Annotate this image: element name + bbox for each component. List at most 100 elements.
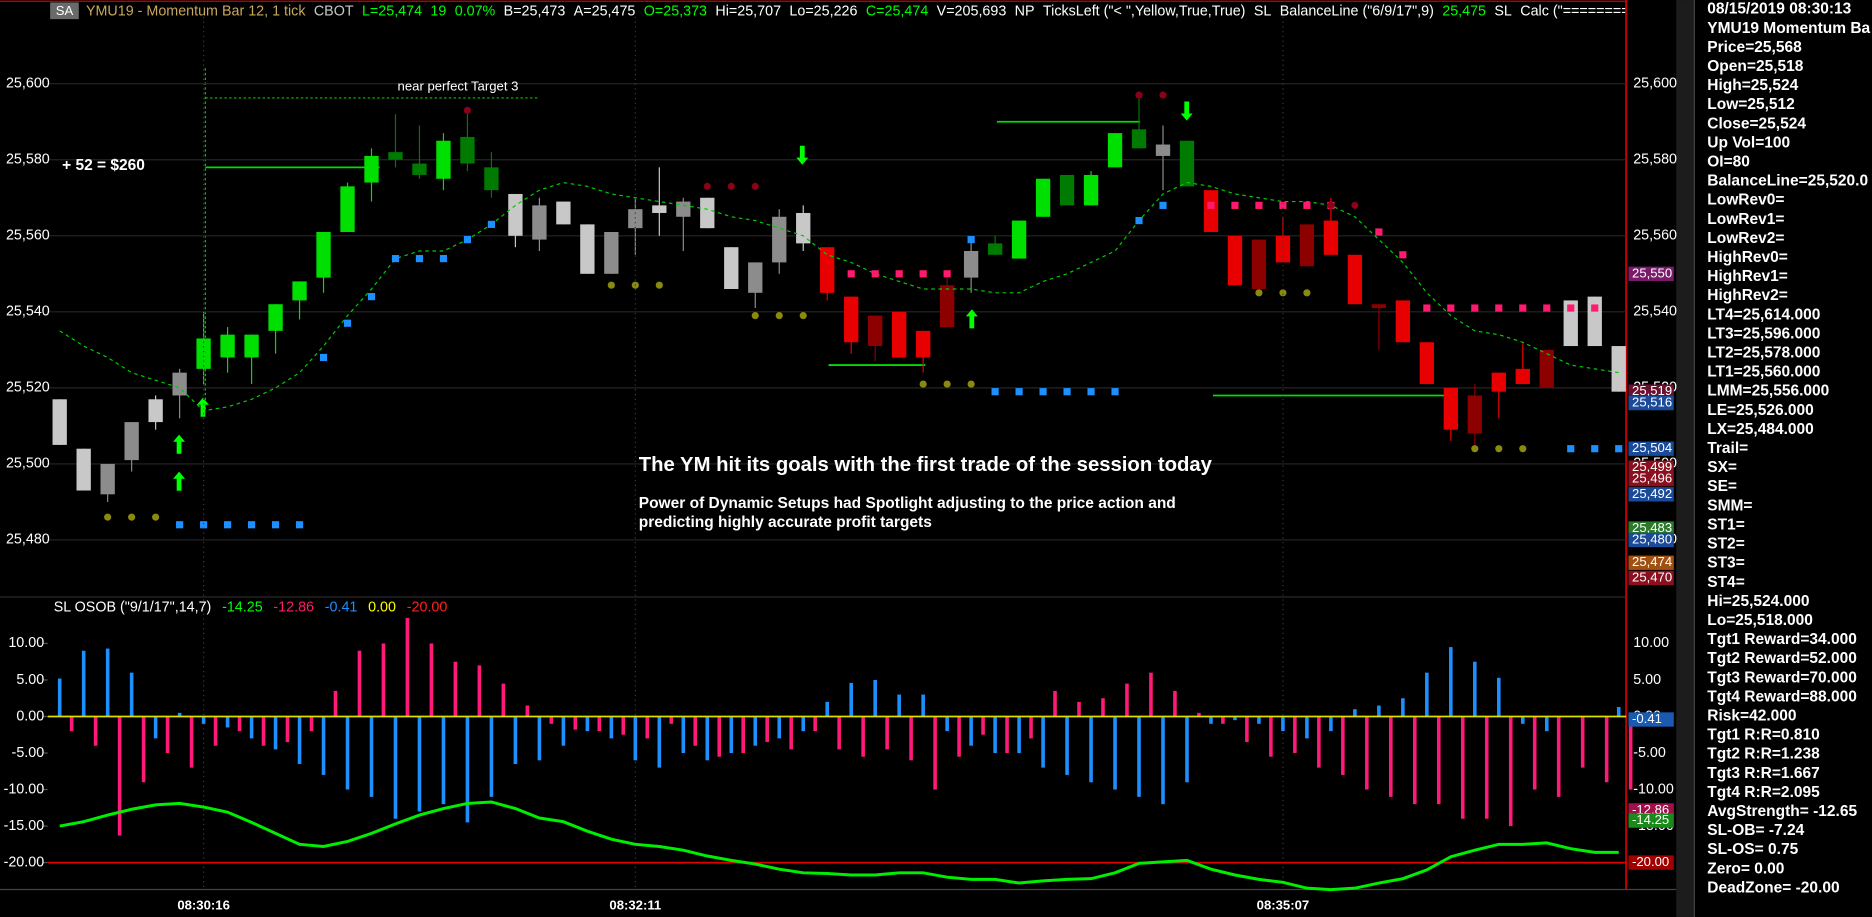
- osc-bar: [129, 672, 134, 717]
- annotation: + 52 = $260: [62, 157, 145, 174]
- header-field: NP: [1015, 3, 1035, 19]
- y-tick-label: 10.00: [8, 635, 44, 651]
- info-line: OI=80: [1707, 154, 1750, 171]
- price-flag-label: 25,483: [1632, 520, 1672, 535]
- info-line: SL-OB= -7.24: [1707, 822, 1804, 839]
- stop-marker: [176, 521, 184, 529]
- osc-bar: [969, 716, 973, 746]
- level-dot: [607, 281, 615, 289]
- level-dot: [1519, 445, 1527, 453]
- price-flag: [1628, 441, 1674, 456]
- osc-bar: [489, 716, 494, 797]
- info-line: Tgt3 Reward=70.000: [1707, 669, 1857, 686]
- osc-bar: [213, 716, 218, 746]
- osc-bar: [1353, 709, 1357, 717]
- osc-bar: [1245, 716, 1249, 743]
- osc-bar: [69, 716, 74, 732]
- candle-body: [892, 311, 907, 358]
- osc-bar: [441, 716, 446, 805]
- osc-bar: [1616, 707, 1621, 717]
- level-dot: [967, 380, 975, 388]
- stop-marker: [295, 521, 304, 529]
- osc-bar: [633, 716, 638, 761]
- stop-marker: [847, 270, 855, 278]
- badge: SA: [56, 3, 74, 18]
- stop-marker: [439, 255, 448, 263]
- osc-bar: [1413, 716, 1417, 805]
- stop-marker: [391, 255, 400, 263]
- annotation: Power of Dynamic Setups had Spotlight ad…: [639, 495, 1176, 512]
- candle-body: [556, 201, 571, 225]
- stop-marker: [415, 255, 424, 263]
- candle-body: [939, 285, 955, 328]
- y-tick-label: 25,560: [1633, 228, 1677, 244]
- info-line: SX=: [1707, 459, 1737, 476]
- price-flag: [1628, 395, 1674, 411]
- level-dot: [919, 380, 927, 388]
- osc-bar: [1269, 716, 1273, 757]
- osc-bar: [573, 716, 578, 730]
- x-tick-label: 08:30:16: [177, 898, 230, 913]
- osc-bar: [1508, 716, 1513, 827]
- candle-body: [364, 155, 379, 183]
- osc-bar: [561, 716, 566, 746]
- osc-bar: [873, 679, 877, 717]
- candle-body: [100, 463, 115, 495]
- annotation: The YM hit its goals with the first trad…: [639, 454, 1213, 476]
- stop-marker: [367, 293, 376, 301]
- candle-body: [868, 315, 883, 347]
- osc-bar: [1329, 716, 1333, 732]
- stop-marker: [1543, 304, 1551, 312]
- osc-bar: [81, 650, 86, 717]
- info-line: SE=: [1707, 478, 1737, 495]
- stop-marker: [343, 319, 352, 327]
- osc-bar: [861, 716, 865, 757]
- osc-bar: [1077, 701, 1081, 717]
- candle-body: [772, 216, 787, 263]
- candle-body: [1563, 300, 1578, 347]
- osc-bar: [765, 716, 769, 743]
- candle-body: [1539, 349, 1554, 388]
- candle-body: [724, 247, 739, 290]
- price-flag: [1628, 266, 1674, 281]
- osc-bar: [153, 716, 158, 739]
- signal-arrow: [196, 397, 209, 417]
- header-field: Calc ("=================================…: [1520, 3, 1872, 19]
- candle-body: [484, 167, 499, 191]
- osc-bar: [1137, 716, 1141, 797]
- osc-bar: [345, 716, 350, 790]
- price-flag-label: 25,470: [1632, 569, 1672, 584]
- candle-body: [76, 448, 91, 491]
- price-flag-label: 25,474: [1632, 554, 1672, 569]
- osc-bar: [177, 712, 182, 717]
- stop-marker: [1039, 388, 1047, 396]
- info-line: ST1=: [1707, 516, 1745, 533]
- osc-bar: [465, 716, 470, 823]
- candle-body: [1467, 395, 1482, 434]
- level-dot: [799, 312, 807, 320]
- header-field: SL: [1254, 3, 1272, 19]
- candle-body: [436, 140, 451, 179]
- osc-bar: [393, 716, 398, 819]
- info-line: LMM=25,556.000: [1707, 383, 1829, 400]
- osc-bar: [1317, 716, 1321, 768]
- candle-body: [124, 422, 139, 461]
- y-tick-label: 25,540: [6, 304, 50, 320]
- info-line: Risk=42.000: [1707, 707, 1796, 724]
- level-dot: [1471, 445, 1479, 453]
- candle-body: [532, 205, 547, 240]
- candle-body: [963, 250, 979, 278]
- candle-body: [1179, 140, 1195, 187]
- info-line: DeadZone= -20.00: [1707, 879, 1839, 896]
- osc-flag-label: -14.25: [1632, 812, 1669, 827]
- info-line: HighRev0=: [1707, 249, 1788, 266]
- osc-bar: [93, 716, 98, 746]
- level-dot: [104, 513, 112, 521]
- stop-marker: [271, 521, 280, 529]
- candle-body: [1419, 342, 1435, 385]
- osc-bar: [105, 648, 110, 717]
- info-line: 08/15/2019 08:30:13: [1707, 1, 1851, 18]
- level-dot: [751, 182, 759, 190]
- osc-bar: [1029, 716, 1033, 739]
